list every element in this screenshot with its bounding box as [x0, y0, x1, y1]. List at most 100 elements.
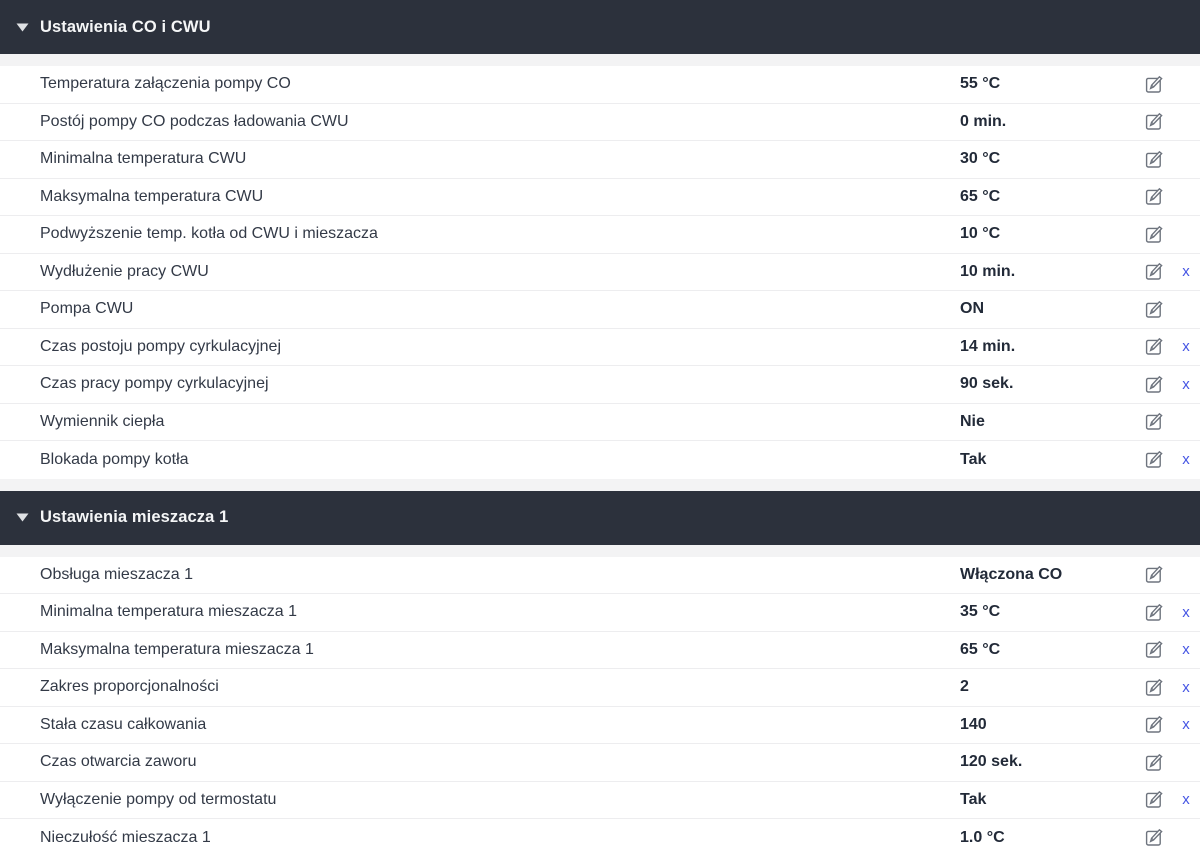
edit-pencil-square-icon: [1145, 603, 1163, 621]
setting-value: 14 min.: [960, 337, 1016, 355]
remove-x-button[interactable]: x: [1169, 604, 1200, 621]
setting-label: Podwyższenie temp. kotła od CWU i miesza…: [40, 225, 378, 243]
chevron-down-icon: [16, 513, 29, 522]
edit-pencil-square-icon: [1145, 300, 1163, 318]
section-title: Ustawienia CO i CWU: [40, 17, 211, 36]
setting-row: Maksymalna temperatura CWU 65 °C x: [0, 178, 1200, 216]
setting-label: Minimalna temperatura CWU: [40, 150, 247, 168]
edit-icon[interactable]: [1143, 186, 1165, 208]
setting-label: Wydłużenie pracy CWU: [40, 262, 209, 280]
remove-x-button[interactable]: x: [1169, 451, 1200, 468]
remove-x-button[interactable]: x: [1169, 338, 1200, 355]
setting-row: Minimalna temperatura mieszacza 1 35 °C …: [0, 594, 1200, 632]
setting-label: Maksymalna temperatura mieszacza 1: [40, 640, 314, 658]
setting-row: Blokada pompy kotła Tak x: [0, 441, 1200, 479]
edit-icon[interactable]: [1143, 373, 1165, 395]
edit-icon[interactable]: [1143, 827, 1165, 849]
setting-value: 30 °C: [960, 150, 1001, 168]
setting-row: Czas pracy pompy cyrkulacyjnej 90 sek. x: [0, 366, 1200, 404]
setting-label: Wymiennik ciepła: [40, 412, 165, 430]
edit-pencil-square-icon: [1145, 641, 1163, 658]
edit-icon[interactable]: [1143, 73, 1165, 95]
setting-label: Nieczułość mieszacza 1: [40, 828, 211, 846]
setting-label: Czas pracy pompy cyrkulacyjnej: [40, 375, 269, 393]
setting-row: Czas postoju pompy cyrkulacyjnej 14 min.…: [0, 328, 1200, 366]
edit-pencil-square-icon: [1145, 338, 1163, 355]
setting-row: Pompa CWU ON x: [0, 291, 1200, 329]
chevron-down-icon: [16, 23, 29, 31]
edit-pencil-square-icon: [1145, 753, 1163, 771]
edit-icon[interactable]: [1143, 223, 1165, 245]
edit-icon[interactable]: [1143, 564, 1165, 586]
setting-value: Włączona CO: [960, 565, 1063, 583]
edit-icon[interactable]: [1143, 298, 1165, 320]
setting-label: Postój pompy CO podczas ładowania CWU: [40, 112, 349, 130]
edit-icon[interactable]: [1143, 789, 1165, 811]
edit-icon[interactable]: [1143, 111, 1165, 133]
setting-value: 65 °C: [960, 640, 1001, 658]
remove-x-button[interactable]: x: [1169, 716, 1200, 733]
section-header-co-cwu[interactable]: Ustawienia CO i CWU: [0, 0, 1200, 54]
settings-list: Obsługa mieszacza 1 Włączona CO x Minima…: [0, 556, 1200, 857]
edit-pencil-square-icon: [1145, 413, 1163, 430]
section-header-mieszacz-1[interactable]: Ustawienia mieszacza 1: [0, 490, 1200, 545]
edit-pencil-square-icon: [1145, 716, 1163, 733]
section-title: Ustawienia mieszacza 1: [40, 508, 229, 526]
setting-value: 2: [960, 678, 969, 696]
setting-row: Minimalna temperatura CWU 30 °C x: [0, 141, 1200, 179]
remove-x-button[interactable]: x: [1169, 263, 1200, 280]
setting-label: Minimalna temperatura mieszacza 1: [40, 603, 297, 621]
setting-label: Temperatura załączenia pompy CO: [40, 75, 291, 93]
setting-label: Pompa CWU: [40, 300, 134, 318]
edit-pencil-square-icon: [1145, 566, 1163, 583]
edit-icon[interactable]: [1143, 148, 1165, 170]
setting-label: Zakres proporcjonalności: [40, 678, 219, 696]
remove-x-button[interactable]: x: [1169, 679, 1200, 696]
edit-pencil-square-icon: [1145, 451, 1163, 468]
setting-row: Wydłużenie pracy CWU 10 min. x: [0, 253, 1200, 291]
setting-label: Wyłączenie pompy od termostatu: [40, 790, 277, 808]
section-co-cwu: Ustawienia CO i CWU Temperatura załączen…: [0, 0, 1200, 479]
edit-icon[interactable]: [1143, 261, 1165, 283]
edit-pencil-square-icon: [1145, 263, 1163, 280]
edit-icon[interactable]: [1143, 676, 1165, 698]
setting-row: Obsługa mieszacza 1 Włączona CO x: [0, 556, 1200, 594]
setting-value: 35 °C: [960, 603, 1001, 621]
edit-icon[interactable]: [1143, 714, 1165, 736]
edit-icon[interactable]: [1143, 411, 1165, 433]
section-mieszacz-1: Ustawienia mieszacza 1 Obsługa mieszacza…: [0, 490, 1200, 857]
setting-value: 1.0 °C: [960, 828, 1005, 846]
edit-pencil-square-icon: [1145, 678, 1163, 696]
setting-row: Czas otwarcia zaworu 120 sek. x: [0, 744, 1200, 782]
remove-x-button[interactable]: x: [1169, 791, 1200, 808]
edit-pencil-square-icon: [1145, 113, 1163, 130]
remove-x-button[interactable]: x: [1169, 641, 1200, 658]
settings-list: Temperatura załączenia pompy CO 55 °C x …: [0, 66, 1200, 479]
setting-value: 140: [960, 715, 987, 733]
edit-icon[interactable]: [1143, 336, 1165, 358]
edit-pencil-square-icon: [1145, 225, 1163, 243]
setting-value: 65 °C: [960, 187, 1001, 205]
edit-pencil-square-icon: [1145, 375, 1163, 393]
setting-label: Czas postoju pompy cyrkulacyjnej: [40, 337, 281, 355]
setting-row: Maksymalna temperatura mieszacza 1 65 °C…: [0, 631, 1200, 669]
setting-value: Tak: [960, 790, 987, 808]
edit-icon[interactable]: [1143, 639, 1165, 661]
edit-icon[interactable]: [1143, 449, 1165, 471]
setting-row: Temperatura załączenia pompy CO 55 °C x: [0, 66, 1200, 104]
setting-row: Wymiennik ciepła Nie x: [0, 403, 1200, 441]
setting-row: Wyłączenie pompy od termostatu Tak x: [0, 781, 1200, 819]
setting-value: 10 °C: [960, 225, 1001, 243]
setting-value: 55 °C: [960, 75, 1001, 93]
setting-row: Nieczułość mieszacza 1 1.0 °C x: [0, 819, 1200, 857]
setting-label: Stała czasu całkowania: [40, 715, 207, 733]
setting-label: Maksymalna temperatura CWU: [40, 187, 264, 205]
edit-icon[interactable]: [1143, 751, 1165, 773]
edit-icon[interactable]: [1143, 601, 1165, 623]
remove-x-button[interactable]: x: [1169, 376, 1200, 393]
setting-row: Zakres proporcjonalności 2 x: [0, 669, 1200, 707]
edit-pencil-square-icon: [1145, 791, 1163, 808]
setting-value: 120 sek.: [960, 753, 1023, 771]
setting-row: Podwyższenie temp. kotła od CWU i miesza…: [0, 216, 1200, 254]
